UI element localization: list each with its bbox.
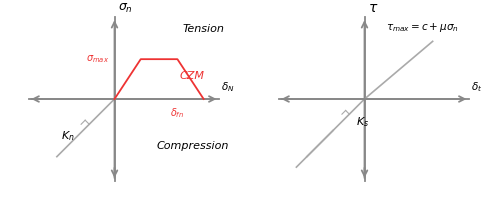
Text: $K_n$: $K_n$ (60, 129, 74, 143)
Text: $\delta_t$: $\delta_t$ (472, 80, 483, 94)
Text: CZM: CZM (180, 71, 204, 81)
Text: $K_s$: $K_s$ (356, 115, 370, 129)
Text: $\delta_{fn}$: $\delta_{fn}$ (170, 106, 184, 120)
Text: Compression: Compression (157, 141, 230, 151)
Text: $\delta_N$: $\delta_N$ (222, 80, 235, 94)
Text: $\tau$: $\tau$ (368, 1, 378, 15)
Text: $\sigma_{max}$: $\sigma_{max}$ (86, 53, 110, 65)
Text: Tension: Tension (182, 24, 224, 33)
Text: $\tau_{max} = c + \mu\sigma_n$: $\tau_{max} = c + \mu\sigma_n$ (386, 21, 458, 34)
Text: $\sigma_n$: $\sigma_n$ (118, 2, 132, 15)
